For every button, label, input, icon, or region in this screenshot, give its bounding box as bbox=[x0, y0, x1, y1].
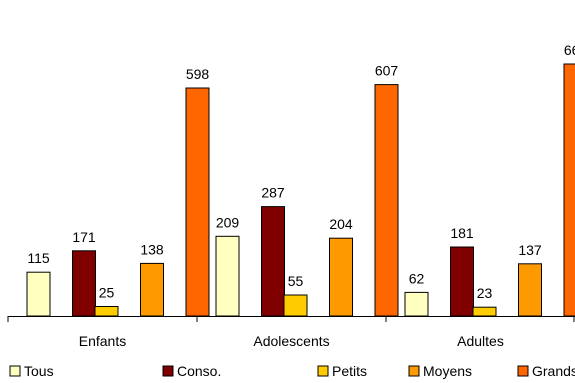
x-tick-label-enfants: Enfants bbox=[79, 333, 126, 349]
bar-enfants-tous bbox=[26, 271, 51, 317]
data-label-adultes-conso: 181 bbox=[450, 225, 474, 241]
data-labels-layer: 115 171 25 138 598 209 287 55 204 607 62 181 23 137 66… bbox=[27, 42, 575, 301]
data-label-enfants-grands: 598 bbox=[186, 66, 210, 82]
data-label-adultes-moyens: 137 bbox=[518, 242, 542, 258]
bar-enfants-moyens bbox=[140, 262, 164, 317]
data-label-adolescents-tous: 209 bbox=[216, 214, 240, 230]
data-label-enfants-petits: 25 bbox=[99, 285, 115, 301]
x-axis: Enfants Adolescents Adultes bbox=[7, 316, 575, 349]
legend-label-tous: Tous bbox=[24, 363, 54, 379]
legend-swatch-tous bbox=[9, 365, 21, 377]
data-label-adultes-petits: 23 bbox=[477, 285, 493, 301]
data-label-adolescents-moyens: 204 bbox=[329, 216, 353, 232]
bar-enfants-petits bbox=[94, 306, 119, 317]
legend-swatch-conso bbox=[162, 365, 174, 377]
legend-swatch-grands bbox=[517, 365, 529, 377]
bar-adolescents-tous bbox=[215, 235, 240, 317]
legend-label-petits: Petits bbox=[332, 363, 367, 379]
legend-label-conso: Conso. bbox=[177, 363, 221, 379]
bar-enfants-grands bbox=[185, 87, 210, 317]
bar-adolescents-conso bbox=[261, 206, 285, 317]
data-label-adolescents-grands: 607 bbox=[375, 63, 399, 79]
data-label-adolescents-petits: 55 bbox=[288, 273, 304, 289]
data-label-adultes-grands: 661 bbox=[564, 42, 575, 58]
bar-adolescents-moyens bbox=[329, 237, 353, 317]
legend-swatch-moyens bbox=[408, 365, 420, 377]
data-label-adultes-tous: 62 bbox=[409, 270, 425, 286]
data-label-adolescents-conso: 287 bbox=[261, 185, 285, 201]
legend-swatch-petits bbox=[317, 365, 329, 377]
x-tick-label-adultes: Adultes bbox=[457, 333, 504, 349]
bar-enfants-conso bbox=[72, 250, 96, 317]
bar-adultes-grands bbox=[563, 63, 575, 317]
bar-adultes-conso bbox=[450, 246, 474, 317]
data-label-enfants-conso: 171 bbox=[72, 229, 96, 245]
data-label-enfants-tous: 115 bbox=[27, 250, 50, 266]
legend-label-moyens: Moyens bbox=[423, 363, 472, 379]
bar-adultes-moyens bbox=[518, 263, 542, 317]
data-label-enfants-moyens: 138 bbox=[140, 241, 164, 257]
bar-adolescents-petits bbox=[283, 294, 308, 317]
legend: Tous Conso. Petits Moyens Grands bbox=[9, 363, 575, 379]
legend-label-grands: Grands bbox=[532, 363, 575, 379]
x-tick-label-adolescents: Adolescents bbox=[253, 333, 329, 349]
bar-adolescents-grands bbox=[374, 84, 399, 317]
bars-layer bbox=[26, 63, 575, 317]
bar-adultes-petits bbox=[472, 306, 497, 317]
bar-adultes-tous bbox=[404, 291, 429, 317]
